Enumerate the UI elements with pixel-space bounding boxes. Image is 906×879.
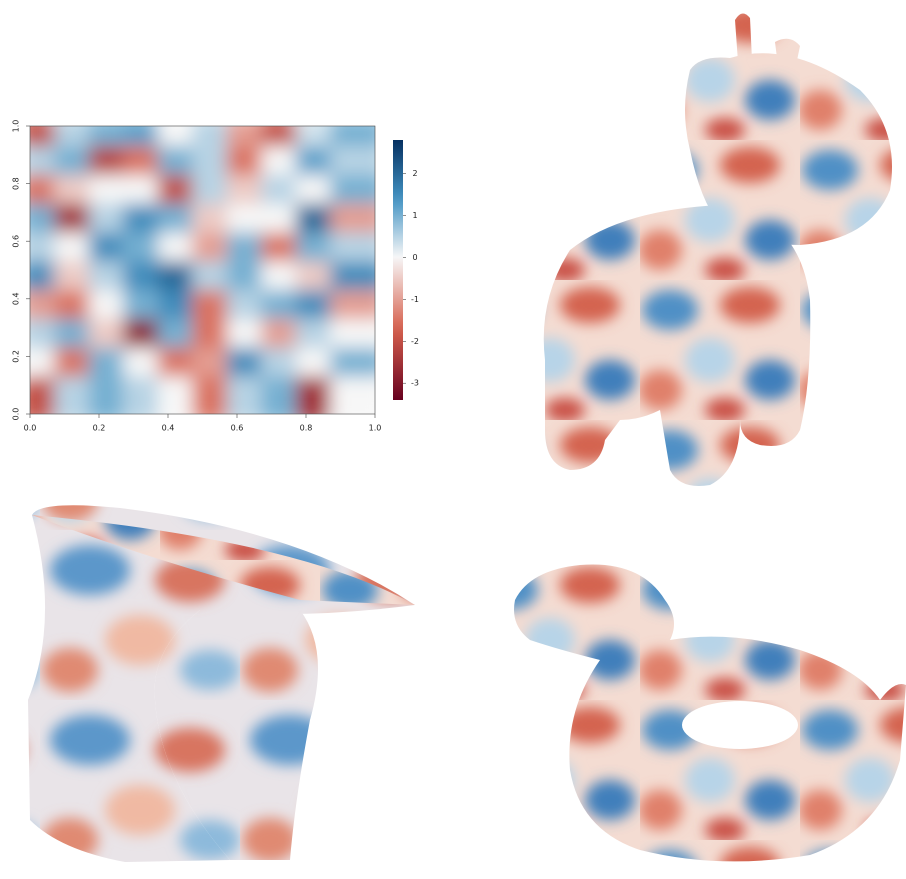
colorbar [393, 140, 403, 400]
y-tick-label: 0.4 [12, 292, 21, 305]
y-tick-label: 0.8 [12, 177, 21, 190]
heatmap-cells [30, 126, 375, 414]
colorbar-tick-label: -2 [411, 337, 419, 346]
colorbar-tick-label: 2 [412, 169, 417, 178]
colorbar-tick-label: 1 [412, 211, 417, 220]
x-tick-label: 0.0 [24, 424, 37, 433]
x-tick-label: 0.2 [93, 424, 106, 433]
x-tick-label: 0.6 [231, 424, 244, 433]
hyperboloid-render [28, 505, 415, 862]
y-tick-label: 1.0 [12, 120, 21, 133]
plot-frame [29, 125, 376, 415]
heatmap-cell [330, 376, 375, 414]
heatmap [30, 126, 375, 414]
x-tick-label: 1.0 [369, 424, 382, 433]
colorbar-tick-label: -3 [411, 379, 419, 388]
duck-render [514, 564, 906, 862]
cow-render [543, 13, 892, 486]
x-tick-label: 0.4 [162, 424, 175, 433]
y-tick-label: 0.2 [12, 350, 21, 363]
y-tick-label: 0.6 [12, 235, 21, 248]
colorbar-tick-label: 0 [412, 253, 417, 262]
y-tick-label: 0.0 [12, 408, 21, 421]
axes: 0.0 0.2 0.4 0.6 0.8 1.0 0.0 0.2 0.4 0.6 0.8 1.0 2 1 0 -… [12, 120, 419, 433]
x-tick-label: 0.8 [300, 424, 313, 433]
colorbar-tick-label: -1 [411, 295, 419, 304]
